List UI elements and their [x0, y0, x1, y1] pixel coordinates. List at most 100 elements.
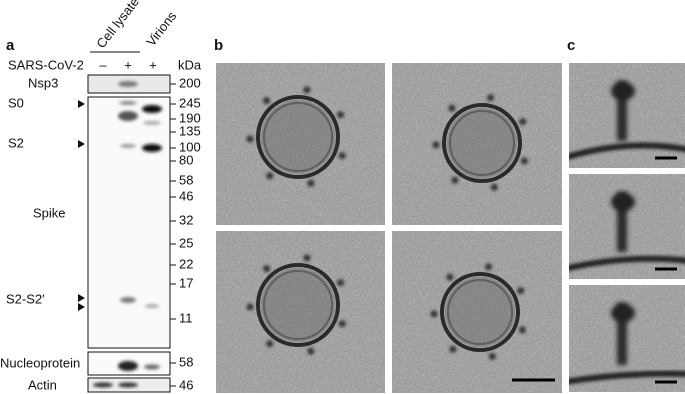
virion-interior: [445, 277, 515, 347]
virion-membrane: [440, 272, 520, 352]
micrograph: [392, 231, 562, 393]
condition-sign: +: [149, 57, 157, 72]
column-header: Virions: [143, 8, 179, 49]
spike: [338, 152, 346, 160]
band: [142, 105, 162, 113]
virion-interior: [261, 268, 335, 342]
virion-membrane-inner: [263, 270, 333, 340]
marker-label: 190: [179, 110, 201, 125]
membrane: [569, 370, 685, 385]
micrograph: [392, 63, 562, 225]
marker-label: 200: [179, 75, 201, 90]
blots: [87, 74, 171, 393]
spike: [430, 310, 438, 318]
bands: [93, 81, 162, 388]
spike: [246, 303, 254, 311]
virion-membrane-inner: [449, 110, 515, 176]
band-label: Nsp3: [28, 75, 58, 90]
marker-label: 58: [179, 354, 193, 369]
band: [120, 144, 136, 148]
micrograph: [216, 231, 385, 393]
spike: [488, 352, 496, 360]
marker-label: 100: [179, 139, 201, 154]
spike: [451, 176, 459, 184]
spike-head: [611, 82, 635, 100]
marker-label: 32: [179, 212, 193, 227]
arrowhead: [78, 303, 85, 311]
spike: [307, 347, 315, 355]
condition-sign: +: [124, 57, 132, 72]
noise: [392, 231, 562, 393]
spike: [446, 273, 454, 281]
band: [144, 364, 160, 370]
spike: [518, 326, 526, 334]
spike: [263, 97, 271, 105]
band: [93, 382, 113, 388]
spike: [520, 157, 528, 165]
marker-label: 245: [179, 95, 201, 110]
spike: [490, 183, 498, 191]
spike: [303, 254, 311, 262]
unit-label: kDa: [178, 57, 202, 72]
marker-label: 25: [179, 235, 193, 250]
panel-label: a: [6, 37, 15, 54]
band: [120, 297, 136, 303]
noise: [392, 63, 562, 225]
blot-spike: [87, 96, 171, 349]
condition-label: SARS-CoV-2: [8, 57, 84, 72]
spike-head: [611, 193, 635, 211]
spike: [337, 111, 345, 119]
panel-label: c: [567, 37, 575, 54]
band: [142, 144, 162, 152]
virion-interior: [261, 100, 335, 174]
band-label: Spike: [33, 205, 66, 220]
virion-interior: [447, 108, 517, 178]
panel-label: b: [214, 37, 223, 54]
arrowhead: [78, 140, 85, 148]
spike: [303, 86, 311, 94]
marker-label: 11: [179, 310, 193, 325]
micrographs: [216, 63, 685, 393]
virion-membrane: [256, 263, 340, 347]
spike: [617, 192, 627, 252]
spike: [448, 104, 456, 112]
band-label: S2-S2′: [6, 291, 45, 306]
condition-sign: –: [99, 57, 107, 72]
spike: [246, 135, 254, 143]
arrowhead: [78, 100, 85, 108]
spike: [266, 172, 274, 180]
band: [143, 121, 161, 125]
band-label: Nucleoprotein: [0, 355, 80, 370]
spike: [485, 263, 493, 271]
micrograph: [569, 63, 685, 168]
micrograph: [569, 174, 685, 279]
spike: [266, 340, 274, 348]
marker-label: 80: [179, 152, 193, 167]
virion-membrane-inner: [447, 279, 513, 345]
band-label: S0: [8, 95, 24, 110]
marker-label: 22: [179, 256, 193, 271]
micrograph: [569, 285, 685, 392]
arrowheads: [78, 100, 85, 311]
marker-label: 46: [179, 188, 193, 203]
spike: [617, 81, 627, 141]
band: [118, 81, 138, 87]
spike-head: [611, 304, 635, 322]
spike: [432, 141, 440, 149]
spike: [337, 279, 345, 287]
virion-membrane: [442, 103, 522, 183]
spike: [263, 265, 271, 273]
noise: [216, 231, 385, 393]
noise: [216, 63, 385, 225]
marker-label: 58: [179, 172, 193, 187]
band-label: S2: [8, 135, 24, 150]
marker-label: 46: [179, 377, 193, 392]
spike: [449, 345, 457, 353]
band: [145, 304, 159, 308]
band: [118, 382, 138, 388]
micrograph: [216, 63, 385, 225]
band: [118, 361, 138, 371]
spike: [487, 94, 495, 102]
marker-label: 17: [179, 275, 193, 290]
